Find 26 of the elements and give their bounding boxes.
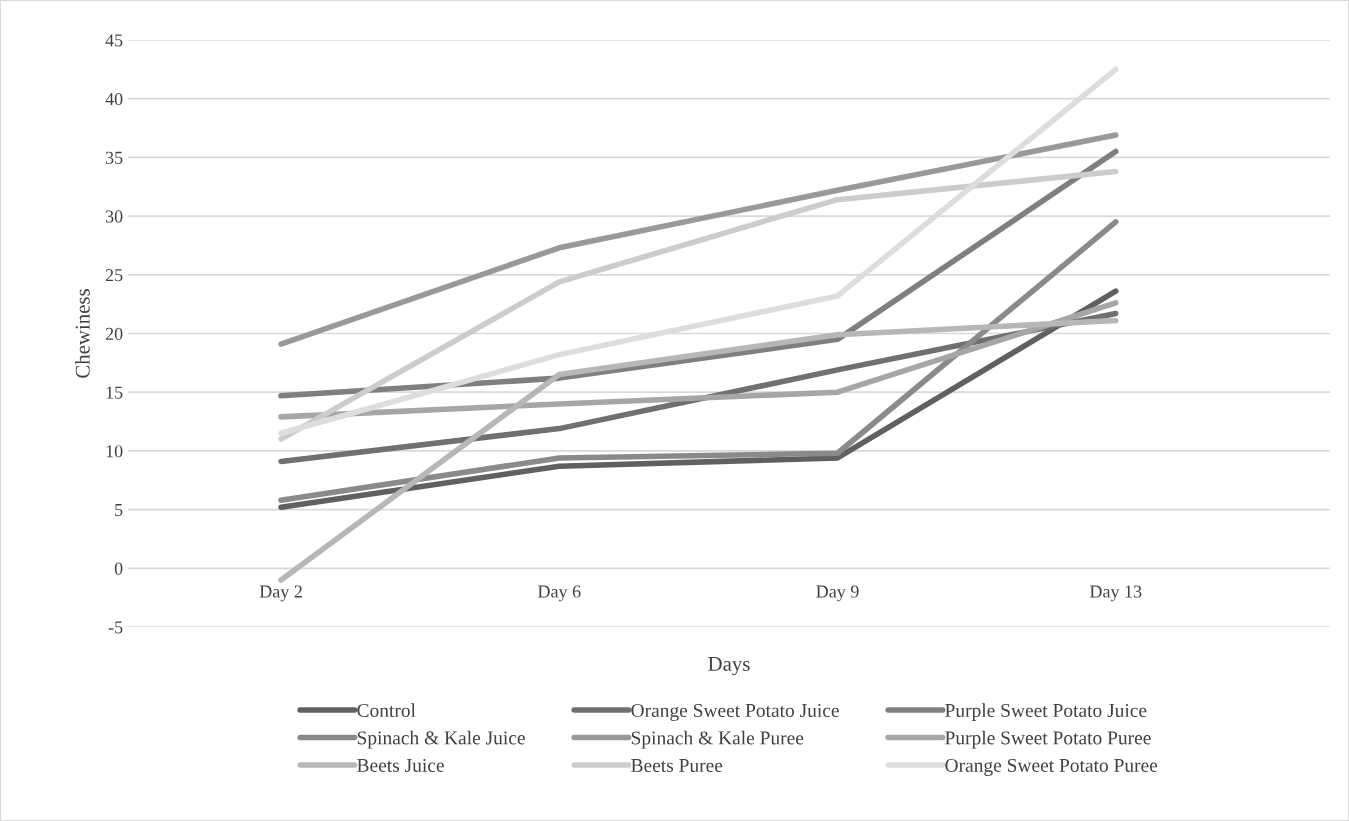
y-tick-label: 30 [105,210,123,223]
y-tick-label: 5 [115,504,123,517]
x-tick-label: Day 2 [259,585,302,602]
legend-label: Spinach & Kale Juice [357,730,525,749]
legend-label: Beets Puree [631,759,723,773]
x-axis-title: Days [708,657,750,676]
y-tick-label: 15 [106,386,123,399]
y-tick-label: 10 [106,445,123,458]
y-tick-label: 35 [105,151,123,164]
y-tick-label: 40 [105,92,123,106]
y-tick-label: -5 [108,621,123,634]
y-tick-label: 20 [105,327,123,340]
legend-label: Orange Sweet Potato Puree [945,758,1158,776]
legend-label: Control [357,703,416,717]
y-tick-label: 25 [105,269,123,282]
legend-label: Orange Sweet Potato Juice [631,703,839,722]
x-tick-label: Day 6 [537,585,581,602]
legend-label: Spinach & Kale Puree [631,730,804,749]
y-tick-label: 0 [114,562,123,575]
x-tick-label: Day 9 [816,585,859,602]
y-tick-label: 45 [105,34,123,47]
x-tick-label: Day 13 [1089,585,1142,602]
legend-label: Purple Sweet Potato Juice [945,703,1147,721]
legend-label: Beets Juice [357,758,444,772]
legend-label: Purple Sweet Potato Puree [945,730,1151,749]
y-axis-title: Chewiness [75,289,90,378]
